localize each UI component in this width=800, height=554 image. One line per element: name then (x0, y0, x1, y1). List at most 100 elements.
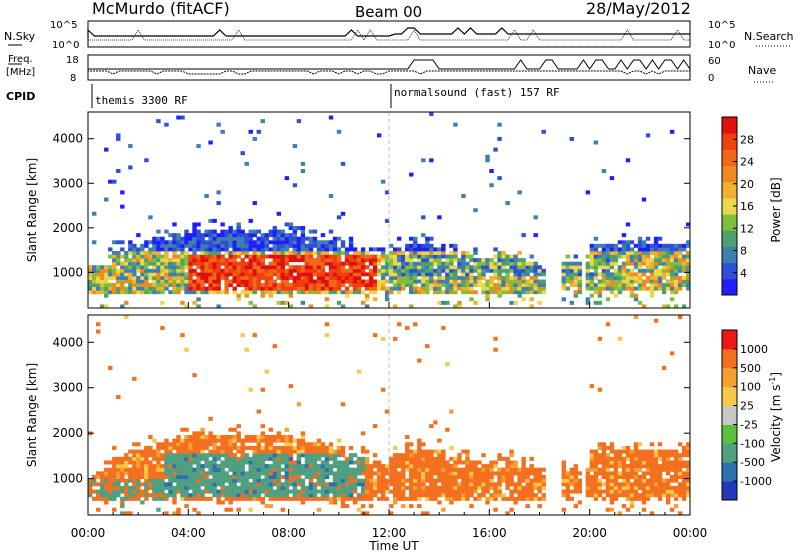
heatmap-cell (104, 467, 109, 472)
heatmap-cell (541, 496, 546, 501)
heatmap-cell (168, 478, 173, 483)
heatmap-cell (224, 229, 229, 234)
heatmap-cell (308, 478, 314, 483)
heatmap-cell (681, 471, 687, 476)
heatmap-cell (232, 254, 237, 259)
heatmap-cell (565, 279, 570, 284)
heatmap-cell (565, 482, 570, 487)
heatmap-cell (284, 176, 290, 181)
heatmap-cell (429, 158, 434, 163)
heatmap-cell (645, 471, 651, 476)
heatmap-cell (497, 122, 502, 127)
heatmap-cell (172, 456, 177, 461)
heatmap-cell (481, 478, 486, 483)
heatmap-cell (368, 261, 374, 266)
heatmap-cell (176, 272, 181, 277)
heatmap-cell (112, 258, 117, 263)
heatmap-cell (176, 456, 181, 461)
heatmap-cell (437, 464, 442, 469)
heatmap-cell (637, 286, 643, 291)
heatmap-cell (308, 493, 314, 498)
heatmap-cell (489, 258, 494, 263)
heatmap-cell (340, 467, 346, 472)
heatmap-cell (593, 140, 599, 145)
heatmap-cell (280, 449, 286, 454)
heatmap-cell (212, 286, 217, 291)
heatmap-cell (421, 268, 426, 273)
heatmap-cell (300, 258, 306, 263)
heatmap-cell (537, 504, 542, 509)
heatmap-cell (196, 283, 201, 288)
heatmap-cell (389, 268, 394, 273)
heatmap-cell (605, 286, 611, 291)
heatmap-cell (220, 449, 225, 454)
heatmap-cell (421, 265, 426, 270)
heatmap-cell (649, 475, 655, 480)
heatmap-cell (445, 268, 450, 273)
heatmap-cell (429, 493, 434, 498)
heatmap-cell (160, 240, 165, 245)
heatmap-cell (517, 489, 522, 494)
heatmap-cell (312, 464, 318, 469)
heatmap-cell (653, 449, 659, 454)
heatmap-cell (336, 250, 342, 255)
heatmap-cell (633, 275, 639, 280)
heatmap-cell (521, 272, 526, 277)
heatmap-cell (308, 485, 314, 490)
heatmap-cell (629, 275, 635, 280)
heatmap-cell (224, 240, 229, 245)
heatmap-cell (665, 272, 671, 277)
heatmap-cell (561, 464, 566, 469)
heatmap-cell (613, 496, 619, 501)
heatmap-cell (276, 272, 282, 277)
heatmap-cell (160, 453, 165, 458)
heatmap-cell (613, 272, 619, 277)
heatmap-cell (156, 283, 161, 288)
heatmap-cell (144, 496, 149, 501)
heatmap-cell (372, 254, 378, 259)
heatmap-cell (288, 236, 294, 241)
heatmap-cell (609, 283, 615, 288)
heatmap-cell (284, 489, 290, 494)
heatmap-cell (192, 445, 197, 450)
heatmap-cell (96, 329, 101, 334)
heatmap-cell (328, 445, 334, 450)
heatmap-cell (521, 493, 526, 498)
heatmap-cell (453, 460, 458, 465)
heatmap-cell (184, 456, 189, 461)
heatmap-cell (441, 471, 446, 476)
heatmap-cell (605, 475, 611, 480)
heatmap-cell (192, 258, 197, 263)
heatmap-cell (477, 460, 482, 465)
heatmap-cell (272, 261, 278, 266)
heatmap-cell (276, 475, 282, 480)
heatmap-cell (256, 445, 261, 450)
heatmap-cell (328, 254, 334, 259)
heatmap-cell (380, 254, 386, 259)
heatmap-cell (513, 482, 518, 487)
heatmap-cell (236, 272, 241, 277)
heatmap-cell (288, 445, 294, 450)
heatmap-cell (188, 279, 193, 284)
heatmap-cell (501, 258, 506, 263)
heatmap-cell (144, 250, 149, 255)
colorbar-tick-label: 25 (740, 400, 754, 413)
heatmap-cell (296, 442, 302, 447)
heatmap-cell (268, 449, 274, 454)
heatmap-cell (673, 283, 679, 288)
heatmap-cell (368, 268, 374, 273)
heatmap-cell (92, 211, 97, 216)
heatmap-cell (340, 240, 346, 245)
heatmap-cell (212, 467, 217, 472)
heatmap-cell (421, 286, 426, 291)
heatmap-cell (477, 261, 482, 266)
heatmap-cell (136, 493, 141, 498)
heatmap-cell (384, 464, 390, 469)
heatmap-cell (525, 504, 530, 509)
heatmap-cell (336, 460, 342, 465)
heatmap-cell (328, 115, 334, 120)
heatmap-cell (244, 475, 249, 480)
heatmap-cell (144, 272, 149, 277)
heatmap-cell (272, 286, 278, 291)
heatmap-cell (465, 268, 470, 273)
